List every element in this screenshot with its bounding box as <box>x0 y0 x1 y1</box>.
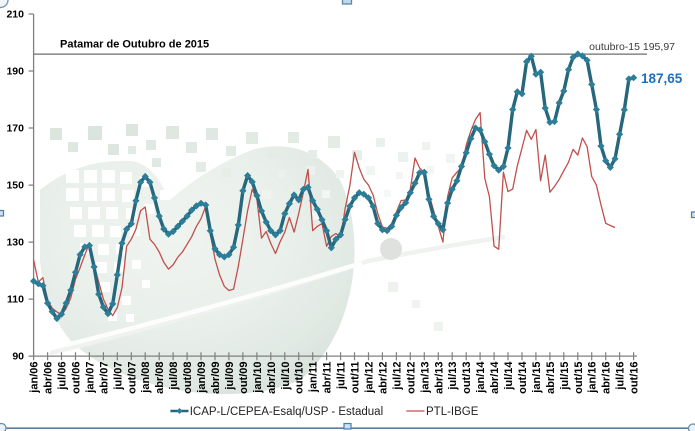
svg-text:jul/07: jul/07 <box>112 362 124 391</box>
svg-text:abr/16: abr/16 <box>601 362 613 394</box>
svg-text:jul/14: jul/14 <box>503 361 515 391</box>
svg-text:out/12: out/12 <box>405 362 417 394</box>
svg-text:Patamar de Outubro de 2015: Patamar de Outubro de 2015 <box>60 39 209 51</box>
svg-text:abr/15: abr/15 <box>545 362 557 394</box>
svg-text:outubro-15 195,97: outubro-15 195,97 <box>589 41 675 53</box>
svg-text:out/08: out/08 <box>182 362 194 394</box>
svg-text:abr/12: abr/12 <box>377 362 389 394</box>
svg-text:abr/07: abr/07 <box>98 362 110 394</box>
svg-text:187,65: 187,65 <box>641 71 683 86</box>
svg-text:jul/16: jul/16 <box>615 362 627 391</box>
svg-text:jan/07: jan/07 <box>84 362 96 394</box>
svg-text:jan/08: jan/08 <box>140 362 152 394</box>
svg-text:190: 190 <box>6 65 24 77</box>
svg-text:jan/10: jan/10 <box>252 362 264 394</box>
svg-text:out/07: out/07 <box>126 362 138 394</box>
svg-text:jul/06: jul/06 <box>57 362 69 391</box>
svg-text:ICAP-L/CEPEA-Esalq/USP - Estad: ICAP-L/CEPEA-Esalq/USP - Estadual <box>190 406 383 418</box>
svg-text:jul/08: jul/08 <box>168 362 180 391</box>
svg-text:jan/16: jan/16 <box>587 362 599 394</box>
svg-text:out/15: out/15 <box>573 362 585 394</box>
svg-text:jul/12: jul/12 <box>391 362 403 391</box>
svg-text:jul/13: jul/13 <box>447 362 459 391</box>
svg-text:jul/11: jul/11 <box>336 362 348 391</box>
svg-text:out/10: out/10 <box>294 362 306 394</box>
svg-text:out/06: out/06 <box>71 362 83 394</box>
svg-text:abr/10: abr/10 <box>266 362 278 394</box>
svg-text:130: 130 <box>6 236 24 248</box>
svg-text:jan/09: jan/09 <box>196 362 208 394</box>
svg-text:abr/14: abr/14 <box>489 361 501 394</box>
svg-text:PTL-IBGE: PTL-IBGE <box>426 406 479 418</box>
svg-text:jan/06: jan/06 <box>29 362 41 394</box>
svg-text:jul/09: jul/09 <box>224 362 236 391</box>
svg-text:out/16: out/16 <box>629 362 641 394</box>
svg-text:abr/13: abr/13 <box>433 362 445 394</box>
svg-text:90: 90 <box>12 350 24 362</box>
svg-text:abr/06: abr/06 <box>43 362 55 394</box>
svg-text:jan/11: jan/11 <box>308 362 320 394</box>
svg-text:abr/09: abr/09 <box>210 362 222 394</box>
svg-text:170: 170 <box>6 122 24 134</box>
svg-text:jan/12: jan/12 <box>364 362 376 394</box>
svg-text:out/09: out/09 <box>238 362 250 394</box>
svg-text:out/14: out/14 <box>517 361 529 394</box>
svg-text:210: 210 <box>6 8 24 20</box>
svg-text:jan/15: jan/15 <box>531 362 543 394</box>
svg-text:jul/10: jul/10 <box>280 362 292 391</box>
svg-text:jan/14: jan/14 <box>475 361 487 394</box>
svg-text:out/13: out/13 <box>461 362 473 394</box>
svg-text:150: 150 <box>6 179 24 191</box>
svg-text:abr/08: abr/08 <box>154 362 166 394</box>
svg-text:110: 110 <box>7 293 24 305</box>
svg-text:jul/15: jul/15 <box>559 362 571 391</box>
svg-text:out/11: out/11 <box>350 362 362 394</box>
svg-text:jan/13: jan/13 <box>419 362 431 394</box>
svg-text:abr/11: abr/11 <box>322 362 334 394</box>
